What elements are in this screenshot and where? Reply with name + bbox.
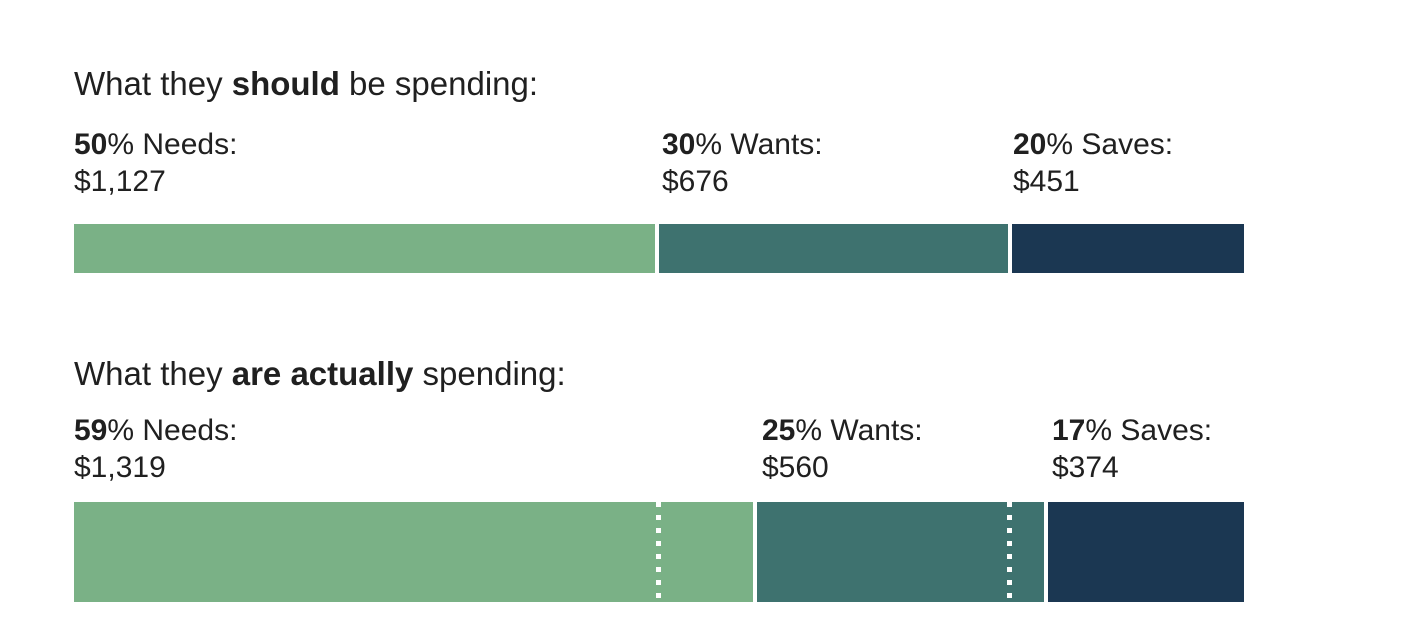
- label-should-wants-name: % Wants:: [695, 128, 823, 161]
- label-actual-wants-name: % Wants:: [795, 414, 923, 447]
- label-should-needs-pct: 50: [74, 128, 108, 161]
- label-actual-needs-name: % Needs:: [107, 414, 238, 447]
- section-title-should-post: be spending:: [339, 65, 539, 102]
- label-actual-saves-amount: $374: [1052, 451, 1119, 484]
- label-should-wants-amount: $676: [662, 165, 729, 198]
- label-actual-wants-amount: $560: [762, 451, 829, 484]
- label-actual-needs-pct: 59: [74, 414, 108, 447]
- section-title-actual-post: spending:: [413, 355, 566, 392]
- bar-actual-segment-needs: [74, 502, 753, 602]
- bar-actual-segment-wants: [756, 502, 1045, 602]
- section-title-actual-bold: are actually: [231, 355, 414, 392]
- label-actual-needs: 59% Needs: $1,319: [74, 412, 237, 486]
- bar-should: [74, 224, 1244, 273]
- label-actual-wants-pct: 25: [762, 414, 796, 447]
- label-should-saves-amount: $451: [1013, 165, 1080, 198]
- section-title-actual: What they are actually spending:: [74, 354, 566, 394]
- label-actual-saves-pct: 17: [1052, 414, 1086, 447]
- bar-actual: [74, 502, 1244, 602]
- label-should-wants-pct: 30: [662, 128, 696, 161]
- bar-should-segment-needs: [74, 224, 655, 273]
- label-actual-wants: 25% Wants: $560: [762, 412, 923, 486]
- guide-line-50-percent: [656, 502, 661, 602]
- label-actual-saves-title: 17% Saves:: [1052, 412, 1212, 449]
- label-should-needs-amount: $1,127: [74, 165, 166, 198]
- section-title-should-pre: What they: [74, 65, 232, 102]
- label-should-needs: 50% Needs: $1,127: [74, 126, 237, 200]
- bar-should-segment-wants: [659, 224, 1008, 273]
- label-actual-saves: 17% Saves: $374: [1052, 412, 1212, 486]
- guide-line-80-percent: [1007, 502, 1012, 602]
- label-should-needs-name: % Needs:: [107, 128, 238, 161]
- bar-should-segment-saves: [1011, 224, 1244, 273]
- section-title-actual-pre: What they: [74, 355, 232, 392]
- label-actual-needs-title: 59% Needs:: [74, 412, 237, 449]
- label-actual-saves-name: % Saves:: [1085, 414, 1213, 447]
- label-actual-wants-title: 25% Wants:: [762, 412, 923, 449]
- section-title-should-bold: should: [231, 65, 340, 102]
- label-should-wants-title: 30% Wants:: [662, 126, 823, 163]
- section-title-should: What they should be spending:: [74, 64, 538, 104]
- bar-actual-segment-saves: [1048, 502, 1244, 602]
- label-should-saves-name: % Saves:: [1046, 128, 1174, 161]
- label-should-saves-pct: 20: [1013, 128, 1047, 161]
- label-should-saves: 20% Saves: $451: [1013, 126, 1173, 200]
- label-actual-needs-amount: $1,319: [74, 451, 166, 484]
- label-should-saves-title: 20% Saves:: [1013, 126, 1173, 163]
- label-should-needs-title: 50% Needs:: [74, 126, 237, 163]
- label-should-wants: 30% Wants: $676: [662, 126, 823, 200]
